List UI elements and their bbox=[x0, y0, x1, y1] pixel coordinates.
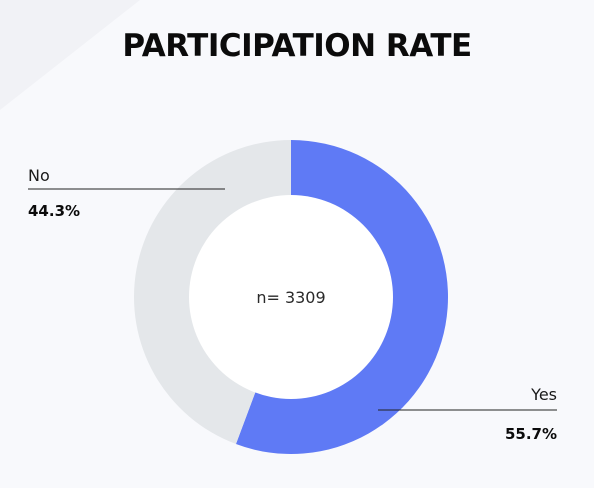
chart-title: PARTICIPATION RATE bbox=[122, 28, 472, 64]
sample-size-label: n= 3309 bbox=[256, 288, 325, 307]
yes-slice-label: Yes bbox=[530, 385, 557, 404]
donut-hole bbox=[189, 195, 393, 399]
yes-slice-value: 55.7% bbox=[505, 425, 557, 443]
no-slice-label: No bbox=[28, 166, 50, 185]
no-slice-value: 44.3% bbox=[28, 202, 80, 220]
